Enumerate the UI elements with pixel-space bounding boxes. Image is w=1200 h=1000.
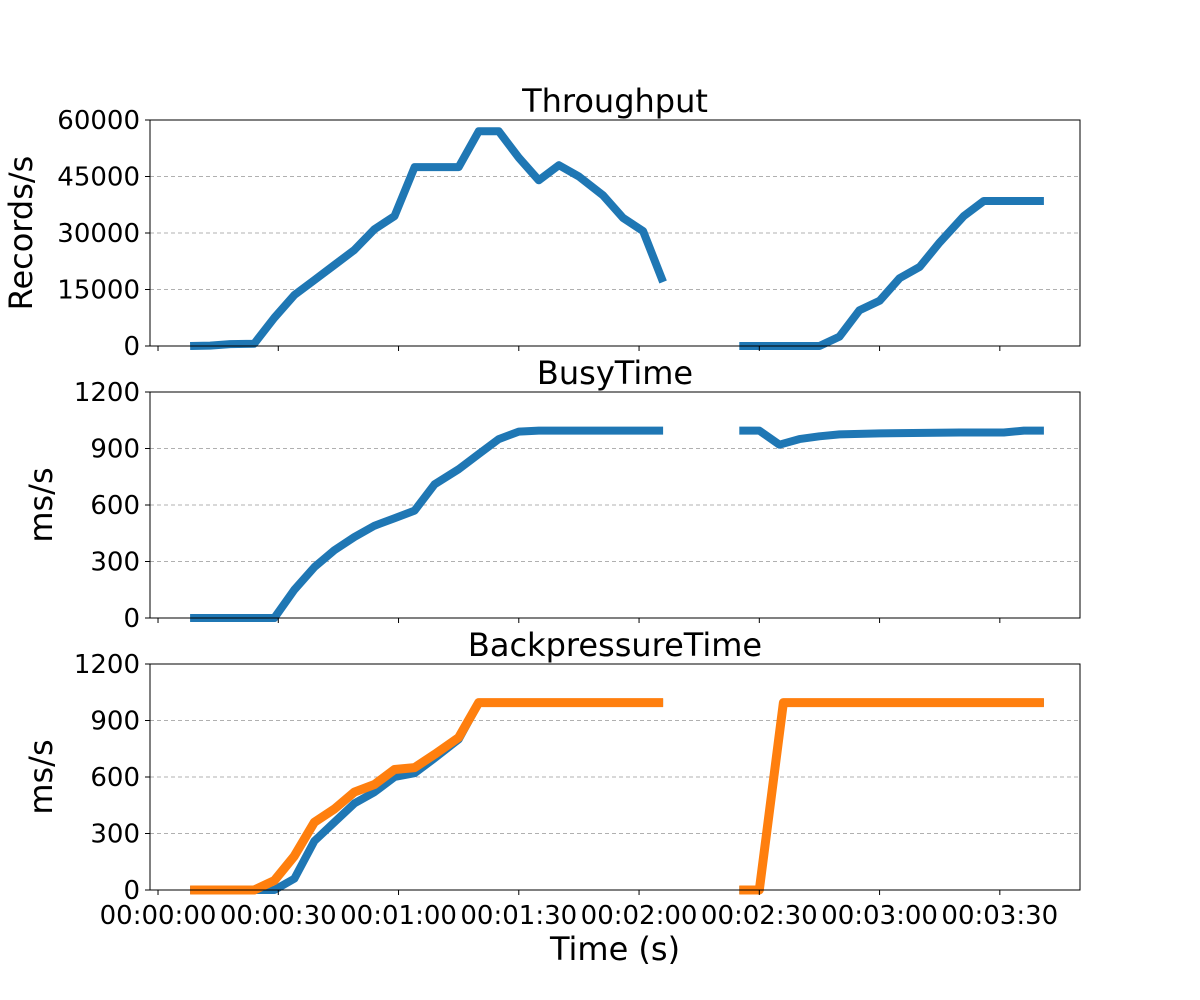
x-tick-label-2-1: 00:00:30 <box>220 901 337 931</box>
x-tick-label-2-4: 00:02:00 <box>581 901 698 931</box>
y-tick-label-0-4: 60000 <box>57 106 140 136</box>
x-tick-label-2-0: 00:00:00 <box>100 901 217 931</box>
series-line-2-0-0 <box>190 698 664 894</box>
series-line-1-0-1 <box>739 426 1044 449</box>
y-tick-label-2-3: 900 <box>90 707 140 737</box>
series-line-0-0-0 <box>190 127 667 350</box>
y-tick-label-1-3: 900 <box>90 435 140 465</box>
series-line-2-1-0 <box>190 698 664 895</box>
y-tick-label-0-2: 30000 <box>57 219 140 249</box>
x-tick-label-2-5: 00:02:30 <box>701 901 818 931</box>
panel-0: 0 15000 30000 45000 60000 Throughput Records/s <box>2 82 1081 362</box>
y-tick-label-2-1: 300 <box>90 820 140 850</box>
y-tick-label-2-0: 0 <box>123 876 140 906</box>
x-tick-label-2-6: 00:03:00 <box>821 901 938 931</box>
x-tick-label-2-2: 00:01:00 <box>340 901 457 931</box>
y-axis-label-0: Records/s <box>2 156 40 311</box>
y-tick-label-1-1: 300 <box>90 548 140 578</box>
y-tick-label-2-2: 600 <box>90 763 140 793</box>
y-axis-label-2: ms/s <box>22 739 60 814</box>
y-tick-label-0-3: 45000 <box>57 163 140 193</box>
y-tick-label-1-0: 0 <box>123 604 140 634</box>
y-axis-label-1: ms/s <box>22 467 60 542</box>
y-tick-label-1-2: 600 <box>90 491 140 521</box>
series-line-2-0-1 <box>739 698 1044 894</box>
chart-title-1: BusyTime <box>537 354 693 392</box>
chart-title-2: BackpressureTime <box>468 626 762 664</box>
y-tick-label-2-4: 1200 <box>74 650 140 680</box>
chart-title-0: Throughput <box>521 82 708 120</box>
y-tick-label-1-4: 1200 <box>74 378 140 408</box>
y-tick-label-0-1: 15000 <box>57 276 140 306</box>
series-line-2-1-1 <box>739 698 1044 895</box>
panel-1: 0 300 600 900 1200 BusyTime ms/s <box>22 354 1081 634</box>
x-axis-label: Time (s) <box>549 930 680 968</box>
series-line-0-0-1 <box>739 197 1044 350</box>
y-tick-label-0-0: 0 <box>123 332 140 362</box>
x-tick-label-2-7: 00:03:30 <box>941 901 1058 931</box>
series-line-1-0-0 <box>190 426 664 622</box>
x-tick-label-2-3: 00:01:30 <box>460 901 577 931</box>
